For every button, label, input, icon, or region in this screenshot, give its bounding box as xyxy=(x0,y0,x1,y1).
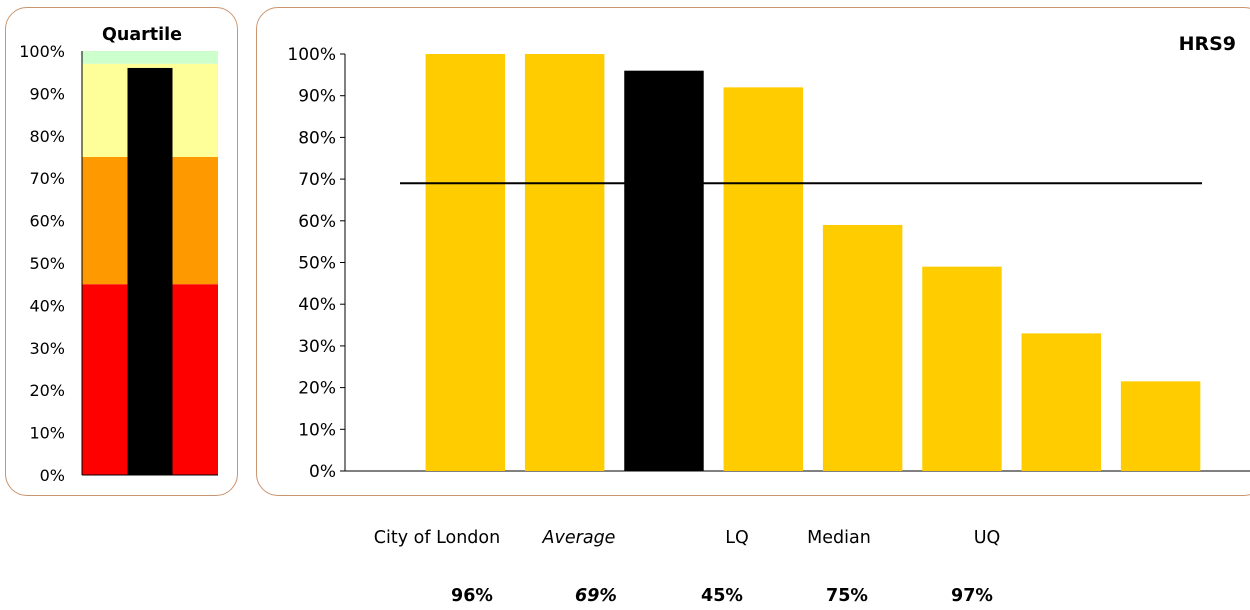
hrs9-y-tick-label: 0% xyxy=(309,462,336,482)
summary-label-uq: UQ xyxy=(973,528,1001,548)
hrs9-y-tick-label: 80% xyxy=(298,128,336,148)
quartile-y-tick-label: 50% xyxy=(29,254,65,273)
summary-label-city: City of London xyxy=(373,528,501,548)
quartile-y-tick-label: 60% xyxy=(29,212,65,231)
hrs9-title: HRS9 xyxy=(1179,33,1236,55)
hrs9-y-tick-label: 50% xyxy=(298,254,336,274)
hrs9-y-tick-label: 40% xyxy=(298,295,336,315)
quartile-chart: 0% 10% 20% 30% 40% 50% 60% 70% 80% 90% 100% xyxy=(19,42,218,485)
summary-value-city: 96% xyxy=(451,586,493,606)
hrs9-bar xyxy=(922,266,1002,471)
summary-labels-row: City of London Average LQ Median UQ xyxy=(0,528,1250,552)
quartile-y-tick-label: 90% xyxy=(29,84,65,103)
hrs9-bar xyxy=(1120,381,1201,471)
hrs9-y-tick-label: 100% xyxy=(287,45,336,65)
hrs9-y-tick-label: 70% xyxy=(298,170,336,190)
hrs9-bar xyxy=(1021,333,1102,471)
summary-value-median: 75% xyxy=(826,586,868,606)
quartile-band-3 xyxy=(82,51,218,64)
summary-value-lq: 45% xyxy=(701,586,743,606)
summary-label-average: Average xyxy=(542,528,616,548)
summary-label-lq: LQ xyxy=(725,528,749,548)
hrs9-y-tick-label: 20% xyxy=(298,379,336,399)
quartile-y-tick-label: 100% xyxy=(19,42,65,61)
hrs9-y-tick-label: 10% xyxy=(298,420,336,440)
hrs9-y-tick-label: 60% xyxy=(298,212,336,232)
summary-value-average: 69% xyxy=(575,586,617,606)
hrs9-bar xyxy=(723,87,804,472)
quartile-y-tick-label: 70% xyxy=(29,169,65,188)
quartile-y-tick-label: 80% xyxy=(29,127,65,146)
summary-values-row: 96% 69% 45% 75% 97% xyxy=(0,586,1250,610)
hrs9-chart: 0% 10% 20% 30% 40% 50% 60% 70% 80% 90% 100% xyxy=(287,45,1250,482)
hrs9-bar-highlight xyxy=(624,70,704,472)
hrs9-y-tick-label: 30% xyxy=(298,337,336,357)
quartile-y-tick-label: 40% xyxy=(29,296,65,315)
quartile-y-tick-label: 30% xyxy=(29,339,65,358)
hrs9-bar xyxy=(425,54,506,471)
quartile-y-tick-label: 10% xyxy=(29,424,65,443)
summary-label-median: Median xyxy=(807,528,871,548)
quartile-y-tick-label: 20% xyxy=(29,381,65,400)
hrs9-bar xyxy=(822,224,903,471)
quartile-value-bar xyxy=(127,67,173,476)
hrs9-bar xyxy=(524,54,605,471)
quartile-y-tick-label: 0% xyxy=(40,466,65,485)
summary-value-uq: 97% xyxy=(951,586,993,606)
hrs9-y-tick-label: 90% xyxy=(298,87,336,107)
quartile-title: Quartile xyxy=(102,25,182,45)
